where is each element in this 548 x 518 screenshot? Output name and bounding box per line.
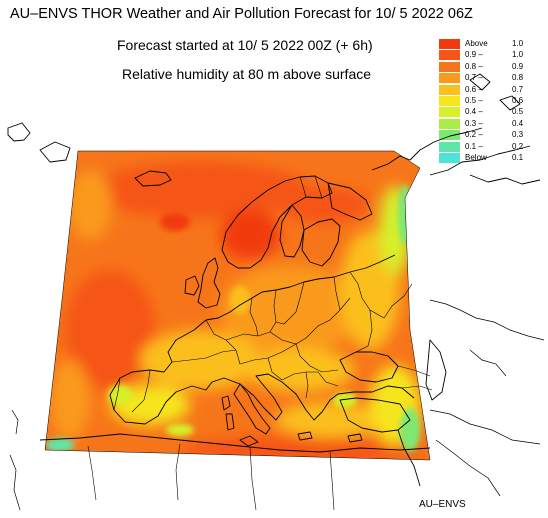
legend-low: 0.9 – xyxy=(465,50,483,60)
humidity-field xyxy=(45,151,430,460)
legend-high: 0.8 xyxy=(512,73,524,83)
legend-row: 0.9 – 1.0 xyxy=(439,49,539,61)
legend-swatch xyxy=(439,73,460,84)
legend-swatch xyxy=(439,61,460,72)
legend-row: 0.2 – 0.3 xyxy=(439,129,539,141)
legend-low: 0.1 – xyxy=(465,141,483,151)
legend-high: 0.1 xyxy=(512,152,524,162)
map-title: AU–ENVS THOR Weather and Air Pollution F… xyxy=(10,6,473,22)
legend-low: Above xyxy=(465,39,488,48)
legend-swatch xyxy=(439,84,460,95)
legend-low: 0.4 – xyxy=(465,107,483,117)
legend-low: 0.3 – xyxy=(465,118,483,128)
legend-row: Below 0.1 xyxy=(439,152,539,163)
color-legend: Above 1.0 0.9 –1.0 0.8 –0.9 0.7 –0.8 0.6 … xyxy=(439,38,539,163)
legend-swatch xyxy=(439,107,460,118)
legend-low: 0.5 – xyxy=(465,95,483,105)
field-description: Relative humidity at 80 m above surface xyxy=(122,66,372,82)
legend-row: 0.6 – 0.7 xyxy=(439,84,539,95)
legend-swatch xyxy=(439,95,460,106)
legend-row: 0.5 – 0.6 xyxy=(439,95,539,106)
legend-swatch xyxy=(439,141,460,152)
legend-high: 0.9 xyxy=(512,61,524,71)
legend-row: Above 1.0 xyxy=(439,38,539,49)
credit-label: AU–ENVS xyxy=(419,499,466,510)
legend-row: 0.8 – 0.9 xyxy=(439,61,539,72)
legend-row: 0.1 – 0.2 xyxy=(439,141,539,152)
legend-low: 0.6 – xyxy=(465,84,483,94)
legend-high: 0.6 xyxy=(512,95,524,105)
legend-low: 0.2 – xyxy=(465,130,483,140)
legend-high: 0.7 xyxy=(512,84,524,94)
forecast-start-label: Forecast started at 10/ 5 2022 00Z (+ 6h… xyxy=(117,37,373,53)
legend-high: 0.5 xyxy=(512,107,524,117)
coastlines xyxy=(7,73,541,487)
legend-swatch xyxy=(439,152,460,163)
legend-swatch xyxy=(439,50,460,61)
legend-high: 0.2 xyxy=(512,141,524,151)
legend-swatch xyxy=(439,118,460,129)
legend-high: 1.0 xyxy=(512,50,524,60)
legend-low: Below xyxy=(465,152,487,162)
country-borders xyxy=(87,175,433,511)
legend-high: 1.0 xyxy=(512,39,524,48)
legend-row: 0.4 – 0.5 xyxy=(439,106,539,118)
legend-swatch xyxy=(439,39,460,49)
legend-swatch xyxy=(439,130,460,141)
legend-row: 0.3 – 0.4 xyxy=(439,118,539,129)
legend-high: 0.3 xyxy=(512,130,524,140)
outer-coastlines xyxy=(9,299,545,511)
legend-high: 0.4 xyxy=(512,118,524,128)
legend-low: 0.8 – xyxy=(465,61,483,71)
